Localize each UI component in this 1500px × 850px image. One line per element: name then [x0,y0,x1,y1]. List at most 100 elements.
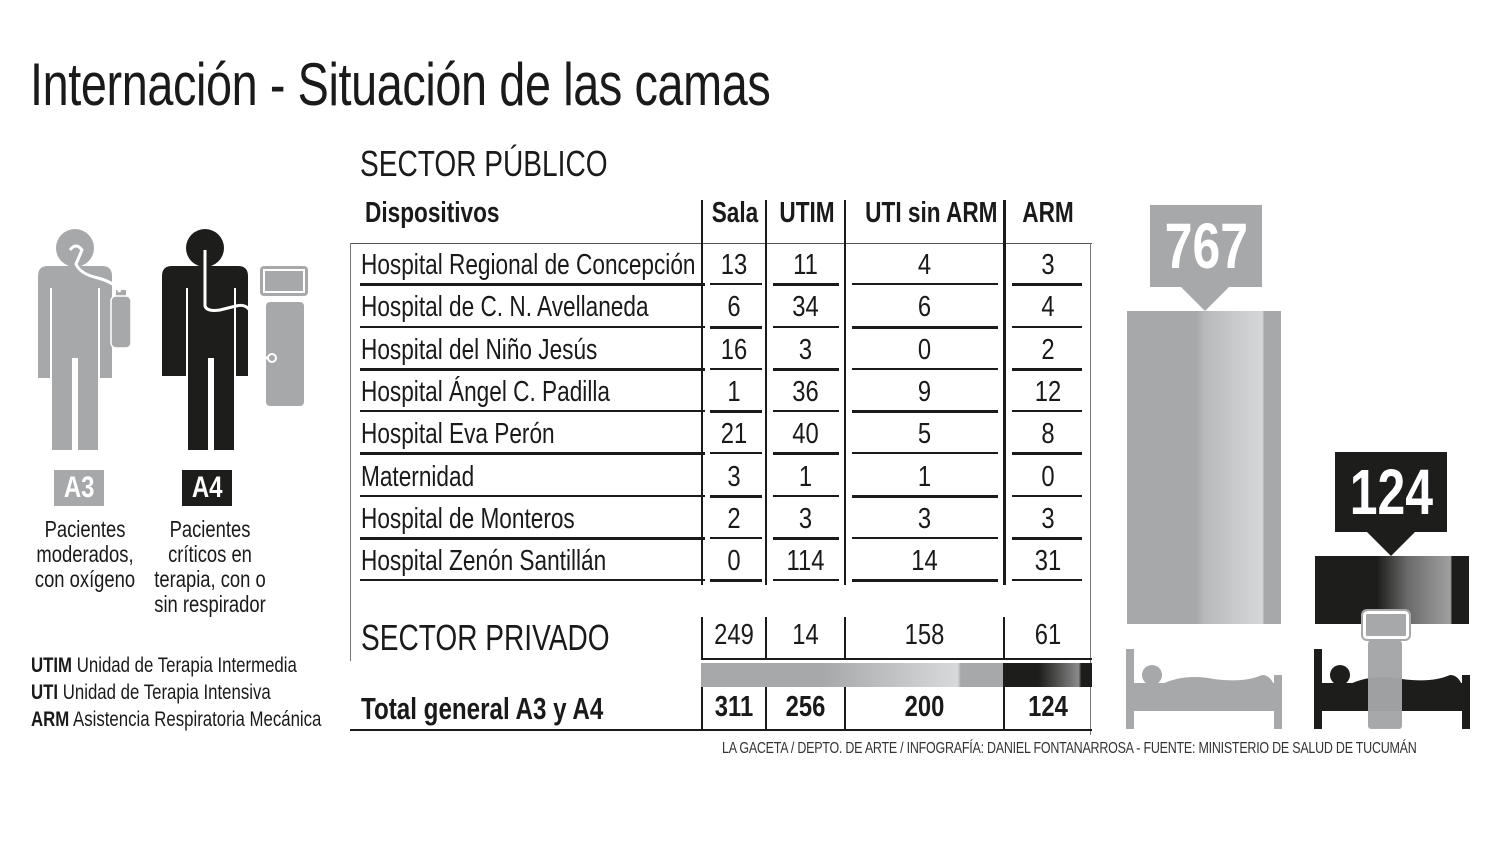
row-underline [852,494,998,498]
row-underline [773,579,839,582]
abbreviation-uti: UTI Unidad de Terapia Intensiva [31,681,271,704]
row-underline [1012,452,1082,456]
row-name: Hospital de Monteros [361,502,575,535]
col-divider [765,687,767,729]
row-underline [360,579,705,582]
cell-arm: 3 [1041,249,1055,281]
col-divider [1003,617,1005,659]
cell-sala: 16 [720,333,748,366]
row-underline [773,283,839,287]
row-underline [1012,579,1082,582]
cell-arm: 0 [1041,460,1055,493]
cell-arm: 3 [1041,502,1055,535]
col-divider [1003,200,1006,585]
row-underline [360,410,705,413]
abbreviation-utim: UTIM Unidad de Terapia Intermedia [31,654,297,677]
table-row: Hospital de C. N. Avellaneda 6 34 6 4 [350,287,1092,329]
row-underline [360,325,705,328]
table-row: Maternidad 3 1 1 0 [350,457,1092,499]
cell-utim: 36 [792,375,819,408]
cell-utim: 14 [792,619,819,651]
row-underline [852,283,998,286]
row-underline [1012,537,1082,541]
a3-description: Pacientes moderados, con oxígeno [34,516,136,592]
row-underline [852,410,998,414]
cell-sala: 1 [727,375,741,408]
cell-sala: 21 [720,418,748,451]
row-underline [710,410,762,414]
a3-callout-pointer [1181,287,1229,311]
row-underline [1012,283,1082,287]
table-row-sector-privado: SECTOR PRIVADO 249 14 158 61 [350,615,1092,658]
cell-uti-sin-arm: 9 [917,375,932,408]
sector-publico-heading: SECTOR PÚBLICO [360,143,608,184]
a4-patient-ventilator-icon [162,229,308,450]
row-underline [710,537,762,540]
col-divider [844,200,846,585]
cell-utim: 1 [798,460,813,493]
row-name: SECTOR PRIVADO [361,617,610,658]
credit-line: LA GACETA / DEPTO. DE ARTE / INFOGRAFÍA:… [722,740,1417,757]
cell-uti-sin-arm: 1 [917,460,932,493]
ventilator-monitor-icon [1361,609,1411,641]
cell-sala: 6 [727,291,741,324]
table-right-border [1090,243,1091,735]
row-underline [852,325,998,329]
cell-arm: 8 [1041,418,1055,451]
cell-sala: 311 [714,691,754,723]
header-utim: UTIM [779,197,835,229]
cell-uti-sin-arm: 0 [917,333,932,366]
a3-total-bar [1127,311,1281,624]
row-underline [852,452,998,455]
cell-utim: 114 [786,545,825,578]
row-underline [852,579,998,583]
header-uti-sin-arm: UTI sin ARM [865,197,998,229]
col-divider [844,687,846,729]
row-underline [1012,367,1082,371]
cell-sala: 3 [727,460,741,493]
a4-description: Pacientes críticos en terapia, con o sin… [154,516,266,617]
table-header: Dispositivos Sala UTIM UTI sin ARM ARM [350,195,1092,243]
row-underline [773,367,839,371]
row-underline [710,452,762,455]
a4-legend-badge: A4 [182,470,232,506]
cell-arm: 124 [1028,691,1068,723]
row-name: Maternidad [361,460,475,493]
a3-gradient-bar [701,663,1003,687]
cell-uti-sin-arm: 3 [917,502,932,535]
table-row: Hospital Eva Perón 21 40 5 8 [350,414,1092,456]
table-row: Hospital Zenón Santillán 0 114 14 31 [350,541,1092,583]
col-divider [765,617,767,659]
table-left-border [350,243,351,661]
cell-utim: 3 [798,333,813,366]
row-underline [852,537,998,540]
row-divider [701,658,1092,660]
cell-sala: 0 [727,545,741,578]
col-divider [844,617,846,659]
row-name: Hospital de C. N. Avellaneda [361,291,649,324]
row-underline [710,579,762,583]
row-underline [360,494,705,497]
table-row-total: Total general A3 y A4 311 256 200 124 [350,687,1092,729]
table-top-border [350,243,1092,244]
cell-arm: 61 [1034,619,1062,651]
col-divider [701,617,703,659]
row-name: Hospital Regional de Concepción [361,249,696,281]
row-underline [773,410,839,413]
row-name: Total general A3 y A4 [361,691,604,726]
header-dispositivos: Dispositivos [365,197,500,229]
row-underline [1012,325,1082,328]
row-underline [852,367,998,370]
col-divider [701,200,703,585]
cell-uti-sin-arm: 158 [904,619,945,651]
table-bottom-border [350,729,1092,731]
row-underline [710,283,762,286]
cell-arm: 12 [1034,375,1062,408]
a3-legend-badge: A3 [54,470,104,506]
cell-uti-sin-arm: 14 [911,545,938,578]
row-underline [360,452,705,456]
a4-gradient-bar [1003,663,1092,687]
header-arm: ARM [1022,197,1074,229]
cell-sala: 249 [714,619,754,651]
a3-total-callout: 767 [1150,205,1262,287]
